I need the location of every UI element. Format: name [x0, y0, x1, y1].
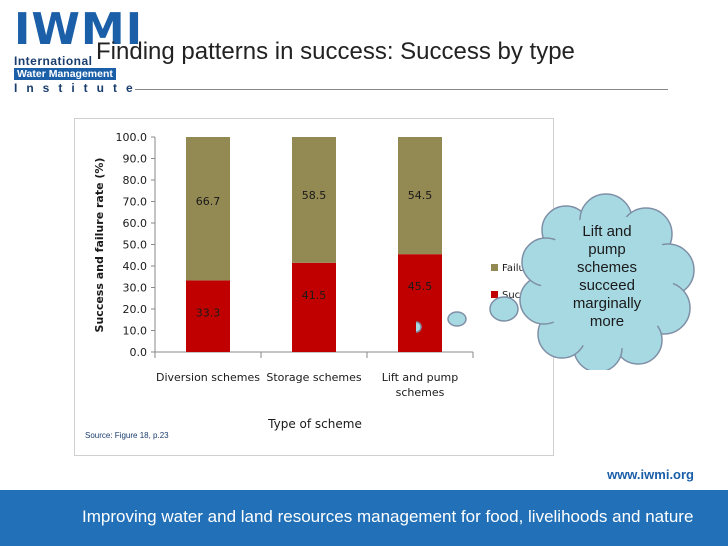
y-tick-label: 100.0: [116, 131, 148, 144]
x-category-label: schemes: [396, 386, 445, 399]
footer-bar: [0, 490, 728, 546]
callout-line: pump: [588, 241, 626, 258]
bar-success: [292, 262, 336, 352]
cloud-core: [541, 214, 673, 350]
y-tick-label: 10.0: [123, 325, 148, 338]
callout-line: schemes: [577, 259, 637, 276]
logo-wordmark: IWMI: [14, 4, 144, 55]
bar-failure: [186, 137, 230, 281]
data-label-success: 45.5: [408, 280, 433, 293]
logo-line-water-management: Water Management: [14, 68, 116, 80]
iwmi-logo: IWMI International Water Management Inst…: [14, 8, 142, 96]
x-category-label: Storage schemes: [266, 371, 362, 384]
chart-panel: 0.0 10.0 20.0 30.0 40.0 50.0 60.0 70.0 80.0 90.0 1…: [74, 118, 554, 456]
bar-failure: [398, 137, 442, 255]
y-tick-label: 90.0: [123, 153, 148, 166]
footer-url-link[interactable]: www.iwmi.org: [607, 467, 694, 482]
title-underline: [135, 89, 668, 90]
source-note: Source: Figure 18, p.23: [85, 431, 169, 440]
bar-success: [398, 254, 442, 352]
callout-line: more: [590, 313, 624, 330]
callout-line: marginally: [573, 295, 642, 312]
x-category-label: Diversion schemes: [156, 371, 260, 384]
callout-line: Lift and: [582, 223, 631, 240]
y-tick-label: 80.0: [123, 174, 148, 187]
logo-line-institute: Institute: [14, 81, 142, 95]
y-axis-title: Success and failure rate (%): [93, 158, 106, 333]
y-tick-label: 70.0: [123, 196, 148, 209]
bar-failure: [292, 137, 336, 263]
data-label-success: 33.3: [196, 306, 221, 319]
bar-success: [186, 280, 230, 352]
data-label-success: 41.5: [302, 289, 327, 302]
data-label-failure: 54.5: [408, 189, 433, 202]
y-tick-label: 60.0: [123, 217, 148, 230]
y-tick-label: 50.0: [123, 239, 148, 252]
legend-label-failure: Failure: [502, 263, 535, 274]
x-axis-title: Type of scheme: [267, 417, 362, 431]
callout-text: Lift and pump schemes succeed marginally more: [573, 223, 642, 330]
y-tick-label: 30.0: [123, 282, 148, 295]
legend-swatch-failure: [491, 264, 498, 271]
data-label-failure: 66.7: [196, 195, 221, 208]
y-tick-label: 40.0: [123, 260, 148, 273]
y-tick-label: 0.0: [130, 346, 148, 359]
x-category-label: Lift and pump: [382, 371, 459, 384]
data-label-failure: 58.5: [302, 189, 327, 202]
y-tick-label: 20.0: [123, 303, 148, 316]
bubble-dot-large: [489, 296, 519, 322]
callout-line: succeed: [579, 277, 635, 294]
bubble-dot-medium: [447, 311, 467, 327]
thought-bubble-callout: Lift and pump schemes succeed marginally more: [416, 193, 695, 370]
footer-tagline: Improving water and land resources manag…: [82, 507, 694, 526]
slide-title: Finding patterns in success: Success by …: [96, 38, 575, 65]
stacked-bar-chart: 0.0 10.0 20.0 30.0 40.0 50.0 60.0 70.0 80.0 90.0 1…: [93, 131, 542, 431]
legend-swatch-success: [491, 291, 498, 298]
bubble-dot-small: [416, 321, 422, 333]
logo-line-international: International: [14, 54, 93, 68]
